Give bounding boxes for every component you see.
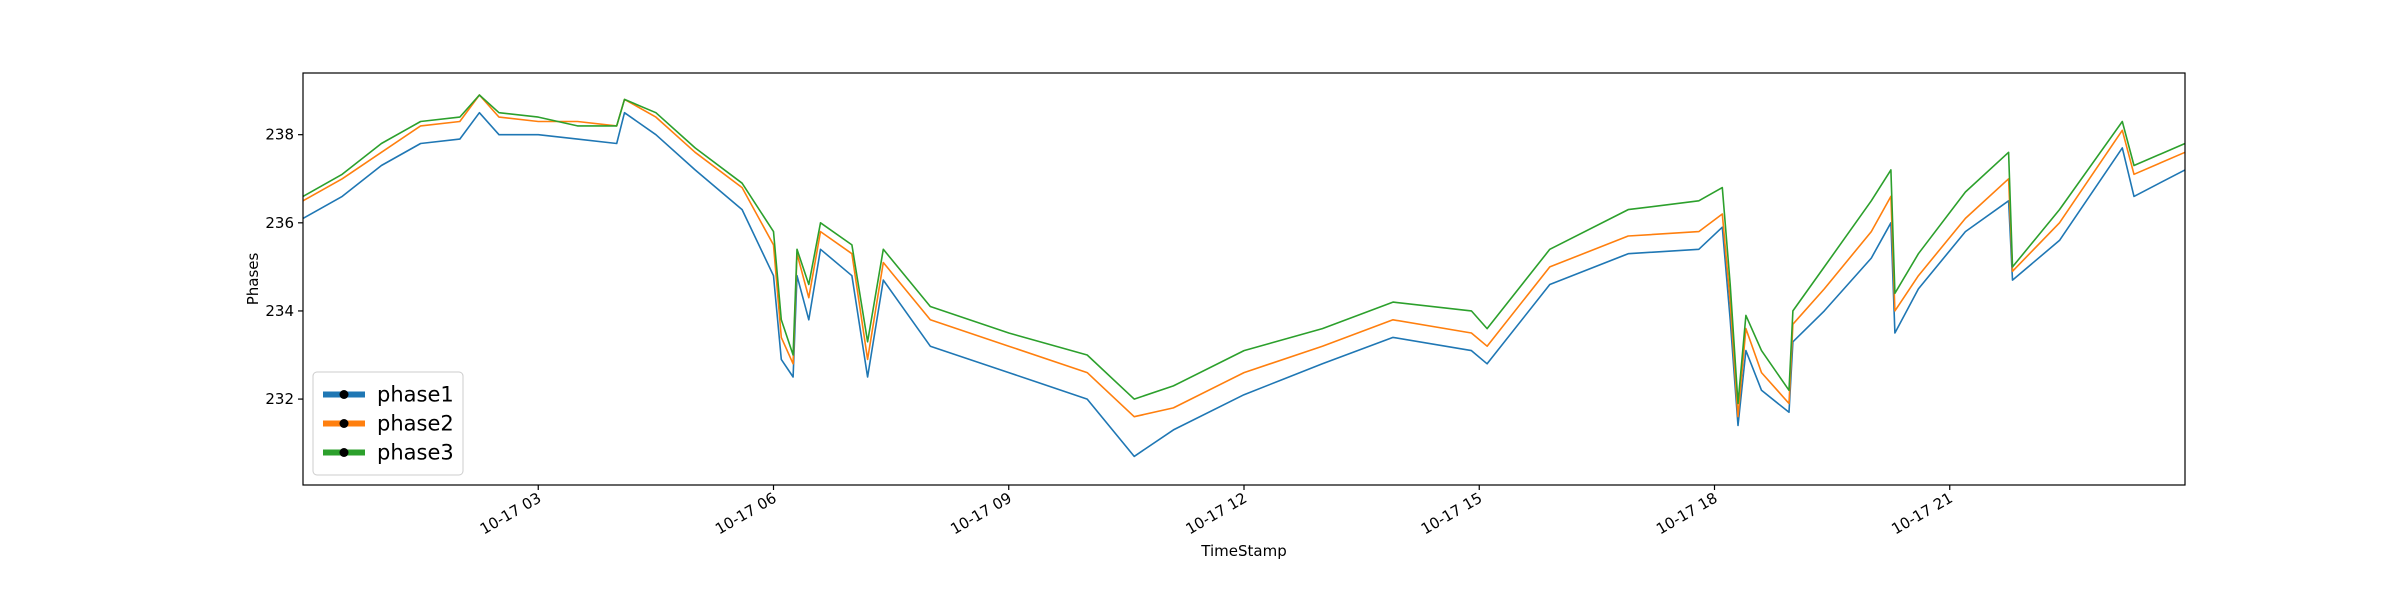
series-line	[302, 111, 2186, 458]
y-tick-label: 236	[265, 214, 294, 232]
legend-box	[312, 371, 464, 476]
x-tick-label: 10-17 06	[712, 489, 779, 538]
series-line	[302, 94, 2186, 418]
x-tick-label: 10-17 21	[1888, 489, 1955, 538]
legend-marker	[339, 390, 349, 399]
series-line	[302, 94, 2186, 405]
x-tick-label: 10-17 18	[1653, 489, 1720, 538]
x-tick-label: 10-17 15	[1418, 489, 1485, 538]
legend-label: phase1	[377, 383, 454, 407]
legend-marker	[339, 419, 349, 428]
legend-marker	[339, 448, 349, 457]
y-tick-label: 232	[265, 390, 294, 408]
x-tick-label: 10-17 03	[477, 489, 544, 538]
plot-frame	[302, 72, 2186, 486]
y-tick-label: 238	[265, 126, 294, 144]
x-tick-label: 10-17 09	[947, 489, 1014, 538]
y-tick-label: 234	[265, 302, 294, 320]
x-axis-label: TimeStamp	[1200, 542, 1286, 560]
y-axis-label: Phases	[244, 253, 262, 306]
legend-label: phase3	[377, 441, 454, 465]
legend-label: phase2	[377, 412, 454, 436]
x-tick-label: 10-17 12	[1183, 489, 1250, 538]
